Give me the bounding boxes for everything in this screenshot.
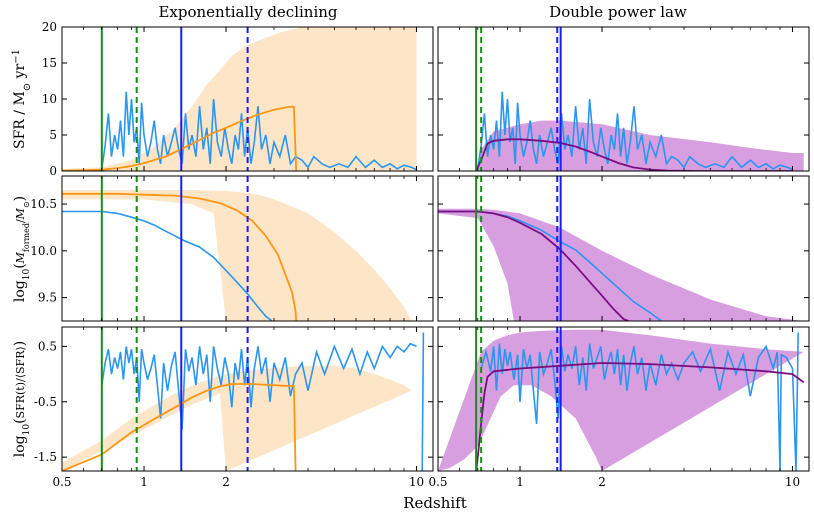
y-tick-label: 5 [49, 128, 57, 142]
panel-frame [61, 326, 434, 472]
y-title-part: 10 [22, 269, 32, 281]
column-title-exp: Exponentially declining [158, 3, 337, 21]
y-title-part: ⊙ [22, 201, 31, 208]
y-title-part: ⟨SFR⟩ [14, 346, 27, 378]
x-tick-label: 0.5 [428, 475, 447, 489]
y-axis-title-mass: log10(Mformed/M⊙) [12, 196, 32, 302]
x-axis-title: Redshift [403, 494, 467, 512]
panel-frame [61, 175, 434, 322]
x-tick-label: 1 [140, 475, 148, 489]
y-tick-label: 20 [42, 20, 57, 34]
exp-uncertainty-band [62, 190, 412, 321]
y-tick-label: 10.5 [30, 197, 57, 211]
column-title-dpl: Double power law [549, 3, 687, 21]
y-tick-label: 10.0 [30, 244, 57, 258]
x-tick-label: 0.5 [52, 475, 71, 489]
exp-uncertainty-band [62, 365, 412, 471]
panel-2-dpl [438, 176, 804, 321]
y-title-part: log [12, 280, 28, 302]
y-title-part: log [12, 435, 28, 457]
dpl-model-line [475, 138, 793, 171]
y-title-part: M [14, 207, 27, 220]
observed-series-line [480, 332, 799, 471]
y-title-part: M [14, 251, 27, 264]
y-title-part: / [14, 219, 27, 223]
y-title-part: SFR(t) [14, 382, 27, 418]
y-tick-label: -0.5 [34, 395, 57, 409]
dpl-uncertainty-band [438, 208, 804, 321]
panel-2-exp [62, 176, 412, 321]
x-tick-label: 1 [516, 475, 524, 489]
y-tick-label: 15 [42, 56, 57, 70]
dpl-uncertainty-band [438, 329, 804, 471]
y-tick-label: 10 [42, 92, 57, 106]
y-axis-title-sfr: SFR / M⊙ yr−1 [11, 49, 33, 149]
exp-uncertainty-band [62, 27, 417, 171]
panel-3-exp [62, 327, 425, 471]
exp-model-line [62, 106, 298, 171]
y-tick-label: 9.5 [38, 291, 57, 305]
y-title-part: ( [12, 263, 28, 268]
y-title-part: yr [12, 63, 28, 82]
y-title-part: −1 [11, 49, 22, 64]
x-tick-label: 10 [785, 475, 800, 489]
x-tick-label: 10 [409, 475, 424, 489]
y-title-part: / [14, 378, 27, 382]
exp-model-line [62, 383, 297, 471]
panel-1-exp [62, 27, 417, 171]
observed-series-spike [421, 332, 425, 471]
panel-3-dpl [438, 327, 805, 471]
x-tick-label: 2 [598, 475, 606, 489]
panels: 0 5 10 15 20 9.5 10.0 10.5 0.5 -0.5 -1.5 0.5 1 2 10 0.5… [11, 20, 810, 489]
y-title-part: formed [22, 223, 31, 252]
y-title-part: ⊙ [22, 83, 33, 91]
y-title-part: 10 [22, 424, 32, 436]
y-title-part: ( [12, 418, 28, 423]
y-tick-label: -1.5 [34, 450, 57, 464]
y-axis-title-sfr-ratio: log10(SFR(t)/⟨SFR⟩) [12, 341, 32, 458]
x-tick-label: 2 [222, 475, 230, 489]
y-title-part: ) [12, 341, 28, 346]
y-title-part: SFR / M [12, 91, 28, 149]
observed-series-line [477, 91, 793, 171]
y-tick-label: 0 [49, 164, 57, 178]
y-title-part: ) [12, 196, 28, 201]
y-tick-label: 0.5 [38, 339, 57, 353]
panel-1-dpl [475, 27, 804, 171]
panel-frame [437, 175, 810, 322]
exp-model-line [62, 192, 298, 321]
panel-frame [437, 326, 810, 472]
observed-series-line [62, 210, 273, 321]
